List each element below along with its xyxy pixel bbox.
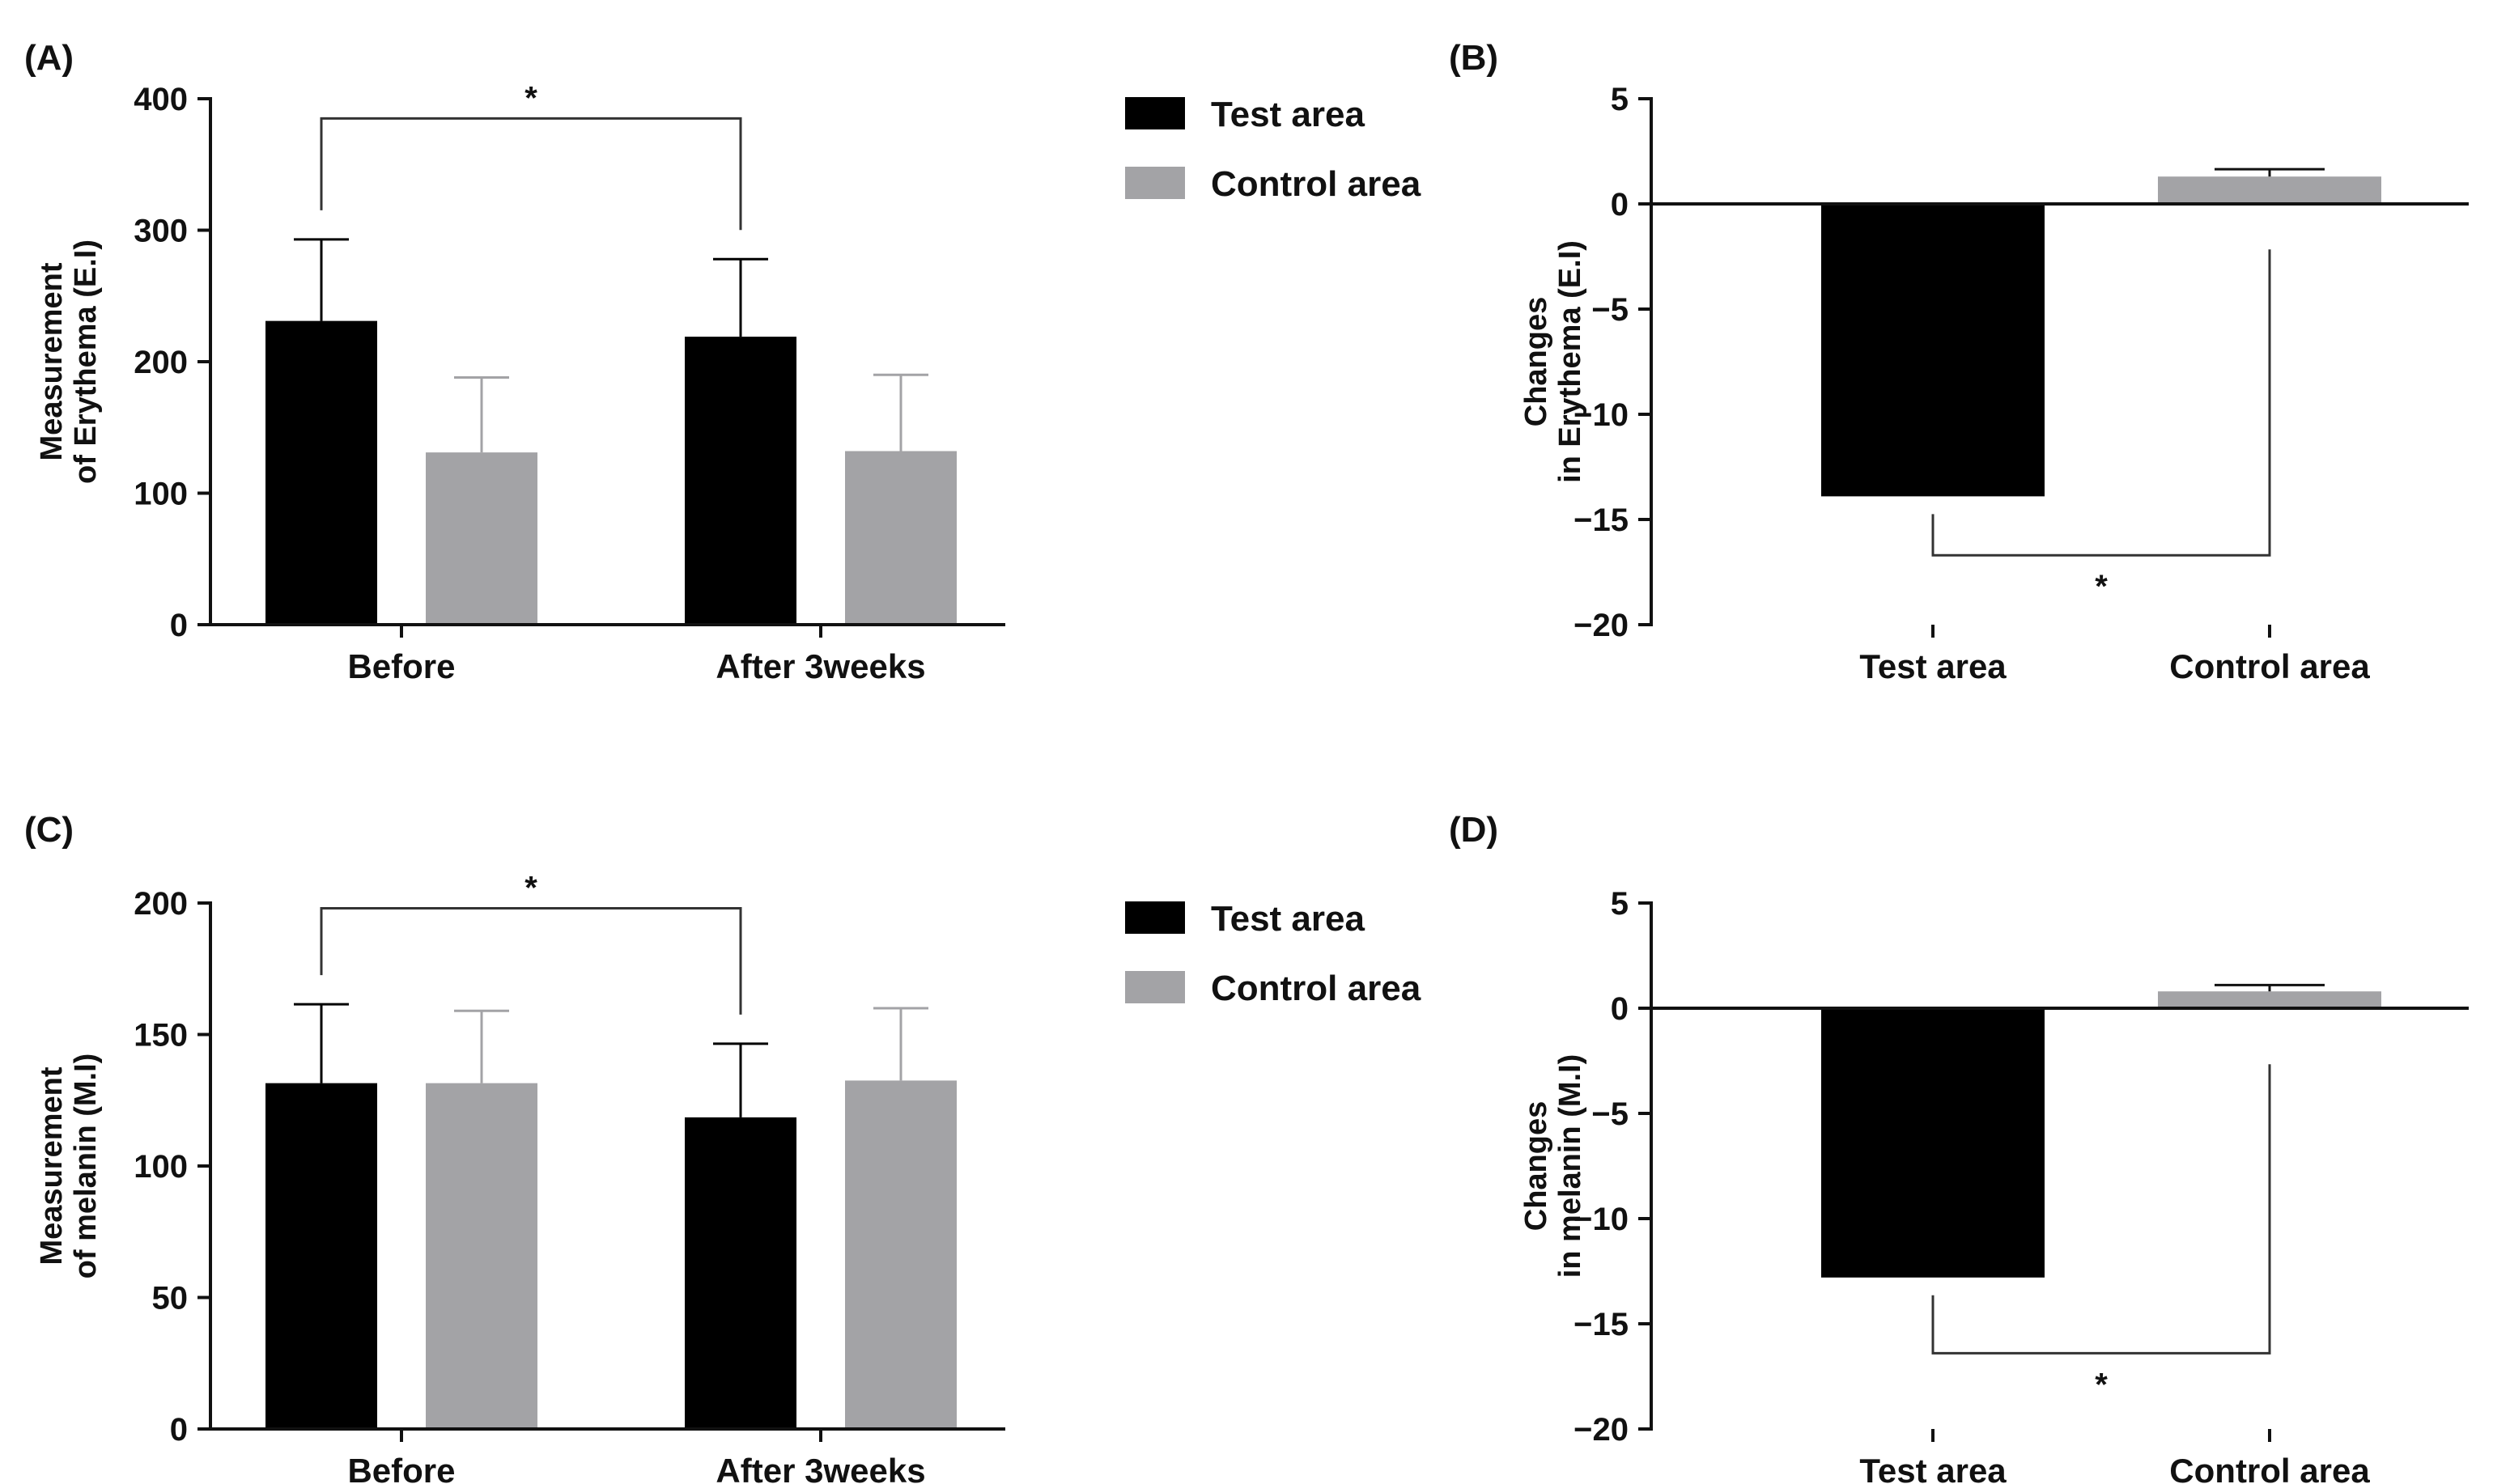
bar-control-after [845, 451, 957, 625]
y-tick-label: −15 [1574, 1307, 1629, 1342]
y-tick-label: 100 [134, 477, 188, 512]
panel-d: (D) Changes in melanin (M.I) 5 0 −5 −10 −15 −20 T… [1449, 810, 2469, 1484]
legend-label: Test area [1211, 899, 1365, 939]
bar-test [1821, 1008, 2045, 1278]
y-axis-label: Changes [1519, 297, 1553, 426]
y-tick-label: −10 [1574, 1202, 1629, 1237]
significance-star: * [2095, 1367, 2108, 1402]
legend-label: Control area [1211, 969, 1421, 1008]
x-tick-label: Control area [2169, 1452, 2370, 1484]
y-axis-label: of melanin (M.I) [69, 1054, 103, 1279]
legend-label: Control area [1211, 164, 1421, 204]
y-axis-label: Measurement [35, 1066, 69, 1265]
bar-test-after [685, 1117, 796, 1429]
panel-b: (B) Changes in Erythema (E.I) 5 0 −5 −10 −15 −20… [1449, 38, 2469, 685]
x-tick-label: After 3weeks [716, 1452, 925, 1484]
significance-bracket [1931, 249, 2271, 557]
y-tick-label: 200 [134, 345, 188, 380]
x-tick-label: Before [347, 1452, 455, 1484]
panel-label: (D) [1449, 810, 1498, 850]
legend-swatch-test [1125, 97, 1185, 129]
significance-star: * [2095, 569, 2108, 604]
bar-test-before [265, 320, 377, 625]
legend: Test area Control area [1125, 899, 1421, 1008]
y-tick-label: 50 [152, 1281, 189, 1317]
y-tick-label: 5 [1611, 82, 1629, 117]
panel-c: (C) Measurement of melanin (M.I) 0 50 100 150 2… [24, 810, 1421, 1484]
legend: Test area Control area [1125, 95, 1421, 204]
significance-bracket [1931, 1064, 2271, 1355]
y-tick-label: −15 [1574, 502, 1629, 538]
y-axis-label: in melanin (M.I) [1553, 1054, 1587, 1278]
significance-bracket [320, 907, 742, 1015]
bar-control [2158, 991, 2381, 1008]
y-tick-label: −10 [1574, 397, 1629, 433]
bar-control-before [426, 452, 537, 625]
legend-swatch-control [1125, 971, 1185, 1003]
y-tick-label: 0 [1611, 187, 1629, 223]
y-axis-label: of Erythema (E.I) [69, 240, 103, 484]
y-tick-label: −5 [1591, 1096, 1629, 1132]
y-tick-label: 0 [170, 1412, 188, 1448]
panel-label: (B) [1449, 38, 1498, 78]
x-tick-label: Test area [1859, 1452, 2007, 1484]
x-tick-label: Control area [2169, 647, 2370, 685]
y-tick-label: −20 [1574, 1412, 1629, 1448]
y-axis-label: Measurement [35, 262, 69, 460]
y-tick-label: 100 [134, 1149, 188, 1185]
panel-label: (C) [24, 810, 74, 850]
y-tick-label: 5 [1611, 886, 1629, 922]
y-tick-label: 150 [134, 1018, 188, 1054]
bar-test [1821, 204, 2045, 497]
significance-star: * [525, 80, 537, 116]
bar-control [2158, 176, 2381, 204]
y-tick-label: 0 [170, 608, 188, 643]
y-axis-label: Changes [1519, 1101, 1553, 1231]
y-tick-label: −20 [1574, 608, 1629, 643]
y-tick-label: 400 [134, 82, 188, 117]
legend-label: Test area [1211, 95, 1365, 134]
legend-swatch-control [1125, 167, 1185, 199]
significance-star: * [525, 871, 537, 906]
x-tick-label: Test area [1859, 647, 2007, 685]
y-tick-label: −5 [1591, 292, 1629, 328]
x-tick-label: After 3weeks [716, 647, 925, 685]
y-axis-label: in Erythema (E.I) [1553, 240, 1587, 483]
panel-a: (A) Measurement of Erythema (E.I) 0 100 200 30… [24, 38, 1421, 685]
y-tick-label: 300 [134, 214, 188, 249]
x-tick-label: Before [347, 647, 455, 685]
significance-bracket [320, 117, 742, 231]
legend-swatch-test [1125, 901, 1185, 934]
y-tick-label: 200 [134, 886, 188, 922]
bar-control-before [426, 1083, 537, 1429]
panel-label: (A) [24, 38, 74, 78]
y-tick-label: 0 [1611, 991, 1629, 1027]
bar-test-after [685, 337, 796, 625]
bar-control-after [845, 1080, 957, 1429]
bar-test-before [265, 1083, 377, 1429]
